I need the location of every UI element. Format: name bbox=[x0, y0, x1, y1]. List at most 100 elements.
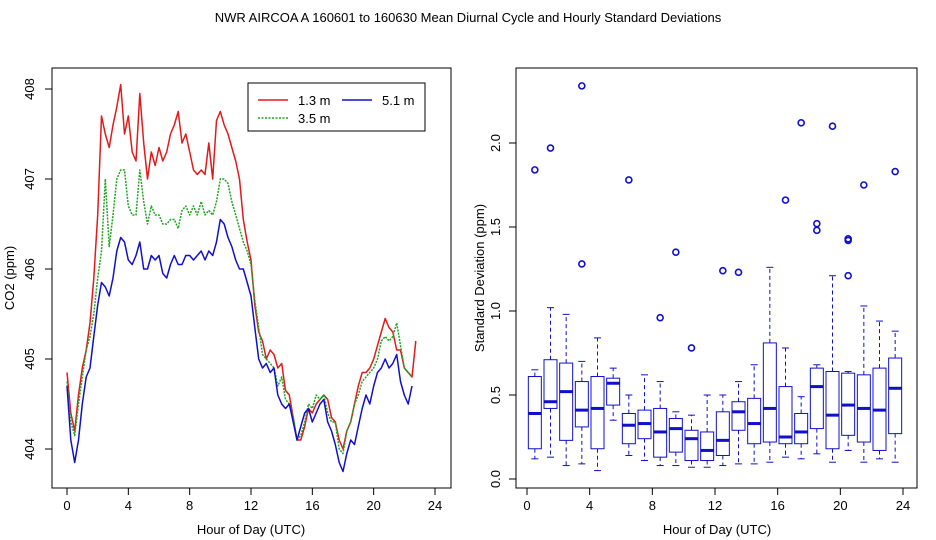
box-hour-2.5 bbox=[559, 313, 574, 467]
outlier-point bbox=[546, 144, 555, 152]
outlier-point bbox=[891, 167, 899, 176]
iqr-box bbox=[574, 381, 589, 428]
left-x-axis: 0 4 8 12 16 20 24 bbox=[63, 488, 442, 513]
box-hour-15.5 bbox=[762, 266, 777, 463]
legend-label-1-3m: 1.3 m bbox=[298, 93, 331, 108]
iqr-box bbox=[778, 386, 793, 445]
left-y-tick-label: 405 bbox=[22, 348, 37, 370]
outlier-point bbox=[844, 236, 852, 245]
left-x-tick-label: 20 bbox=[366, 498, 380, 513]
outlier-point bbox=[531, 166, 539, 174]
iqr-box bbox=[700, 431, 715, 462]
outlier-point bbox=[828, 122, 837, 130]
box-hour-7.5 bbox=[637, 374, 652, 462]
left-x-tick-label: 0 bbox=[63, 498, 70, 513]
right-y-tick-label: 0.0 bbox=[488, 470, 503, 488]
iqr-box bbox=[888, 357, 903, 435]
outlier-point bbox=[625, 176, 633, 184]
right-x-tick-label: 16 bbox=[770, 498, 784, 513]
outlier-point bbox=[860, 181, 868, 189]
series-line-1-3-m bbox=[66, 83, 417, 450]
iqr-box bbox=[621, 412, 636, 445]
iqr-box bbox=[794, 412, 809, 445]
right-x-axis-label: Hour of Day (UTC) bbox=[663, 522, 771, 537]
right-x-tick-label: 20 bbox=[833, 498, 847, 513]
left-x-tick-label: 8 bbox=[186, 498, 193, 513]
left-y-tick-label: 407 bbox=[22, 168, 37, 190]
legend: 1.3 m 5.1 m 3.5 m bbox=[247, 82, 426, 132]
iqr-box bbox=[825, 370, 840, 450]
iqr-box bbox=[668, 418, 683, 453]
right-y-axis: 0.0 0.5 1.0 1.5 2.0 bbox=[488, 134, 516, 488]
outlier-point bbox=[797, 119, 805, 127]
right-y-tick-label: 1.5 bbox=[488, 218, 503, 236]
outlier-point bbox=[656, 313, 664, 322]
box-hour-22.5 bbox=[872, 320, 887, 460]
box-hour-21.5 bbox=[856, 181, 871, 463]
box-hour-20.5 bbox=[841, 234, 856, 451]
outlier-point bbox=[578, 260, 586, 268]
box-hour-14.5 bbox=[747, 364, 762, 465]
outlier-point bbox=[734, 268, 743, 277]
outlier-point bbox=[672, 248, 680, 256]
iqr-box bbox=[809, 367, 824, 430]
iqr-box bbox=[559, 362, 574, 441]
box-hour-12.5 bbox=[715, 266, 730, 467]
outlier-point bbox=[813, 226, 821, 235]
left-y-axis: 404 405 406 407 408 bbox=[22, 78, 52, 460]
iqr-box bbox=[762, 342, 777, 443]
iqr-box bbox=[543, 359, 558, 409]
right-x-tick-label: 12 bbox=[708, 498, 722, 513]
outlier-point bbox=[687, 344, 696, 352]
iqr-box bbox=[590, 376, 605, 450]
right-plot-frame bbox=[515, 67, 918, 489]
legend-label-5-1m: 5.1 m bbox=[382, 93, 415, 108]
left-y-axis-label: CO2 (ppm) bbox=[2, 246, 17, 310]
co2-line-chart: 0 4 8 12 16 20 24 404 405 406 407 408 Hour of Day … bbox=[2, 67, 452, 537]
std-dev-boxplot: 0 4 8 12 16 20 24 0.0 0.5 1.0 1.5 2.0 Hour of Day … bbox=[472, 67, 918, 537]
box-hour-13.5 bbox=[731, 268, 746, 465]
right-y-tick-label: 0.5 bbox=[488, 386, 503, 404]
box-hour-8.5 bbox=[653, 313, 668, 467]
iqr-box bbox=[747, 397, 762, 445]
outlier-point bbox=[813, 219, 821, 228]
box-hour-16.5 bbox=[778, 196, 793, 458]
left-y-tick-label: 408 bbox=[22, 78, 37, 100]
right-x-tick-label: 0 bbox=[523, 498, 530, 513]
outlier-point bbox=[781, 196, 790, 204]
figure-title: NWR AIRCOA A 160601 to 160630 Mean Diurn… bbox=[215, 10, 722, 25]
box-hour-4.5 bbox=[590, 337, 605, 472]
box-hour-19.5 bbox=[825, 122, 840, 463]
box-hour-23.5 bbox=[888, 167, 903, 463]
right-x-tick-label: 4 bbox=[586, 498, 593, 513]
box-hour-17.5 bbox=[794, 119, 809, 460]
left-x-axis-label: Hour of Day (UTC) bbox=[197, 522, 305, 537]
co2-series-lines bbox=[66, 83, 417, 473]
box-hour-18.5 bbox=[809, 219, 824, 455]
box-hour-11.5 bbox=[700, 394, 715, 468]
right-x-tick-label: 24 bbox=[896, 498, 910, 513]
iqr-box bbox=[731, 401, 746, 431]
left-x-tick-label: 4 bbox=[125, 498, 132, 513]
right-y-tick-label: 2.0 bbox=[488, 134, 503, 152]
legend-label-3-5m: 3.5 m bbox=[298, 111, 331, 126]
box-hour-9.5 bbox=[668, 248, 683, 467]
left-x-tick-label: 12 bbox=[244, 498, 258, 513]
iqr-box bbox=[606, 377, 621, 406]
box-hour-0.5 bbox=[527, 166, 542, 460]
left-x-tick-label: 16 bbox=[305, 498, 319, 513]
left-y-tick-label: 404 bbox=[22, 438, 37, 460]
box-hour-3.5 bbox=[574, 82, 589, 465]
right-x-axis: 0 4 8 12 16 20 24 bbox=[523, 488, 910, 513]
series-line-5-1-m bbox=[66, 218, 413, 473]
legend-box bbox=[247, 82, 426, 132]
iqr-box bbox=[715, 411, 730, 456]
boxplot-boxes bbox=[527, 82, 903, 472]
left-y-tick-label: 406 bbox=[22, 258, 37, 280]
iqr-box bbox=[684, 429, 699, 462]
outlier-point bbox=[844, 271, 852, 280]
outlier-point bbox=[578, 82, 586, 90]
right-y-tick-label: 1.0 bbox=[488, 302, 503, 320]
outlier-point bbox=[719, 266, 727, 275]
right-x-tick-label: 8 bbox=[649, 498, 656, 513]
